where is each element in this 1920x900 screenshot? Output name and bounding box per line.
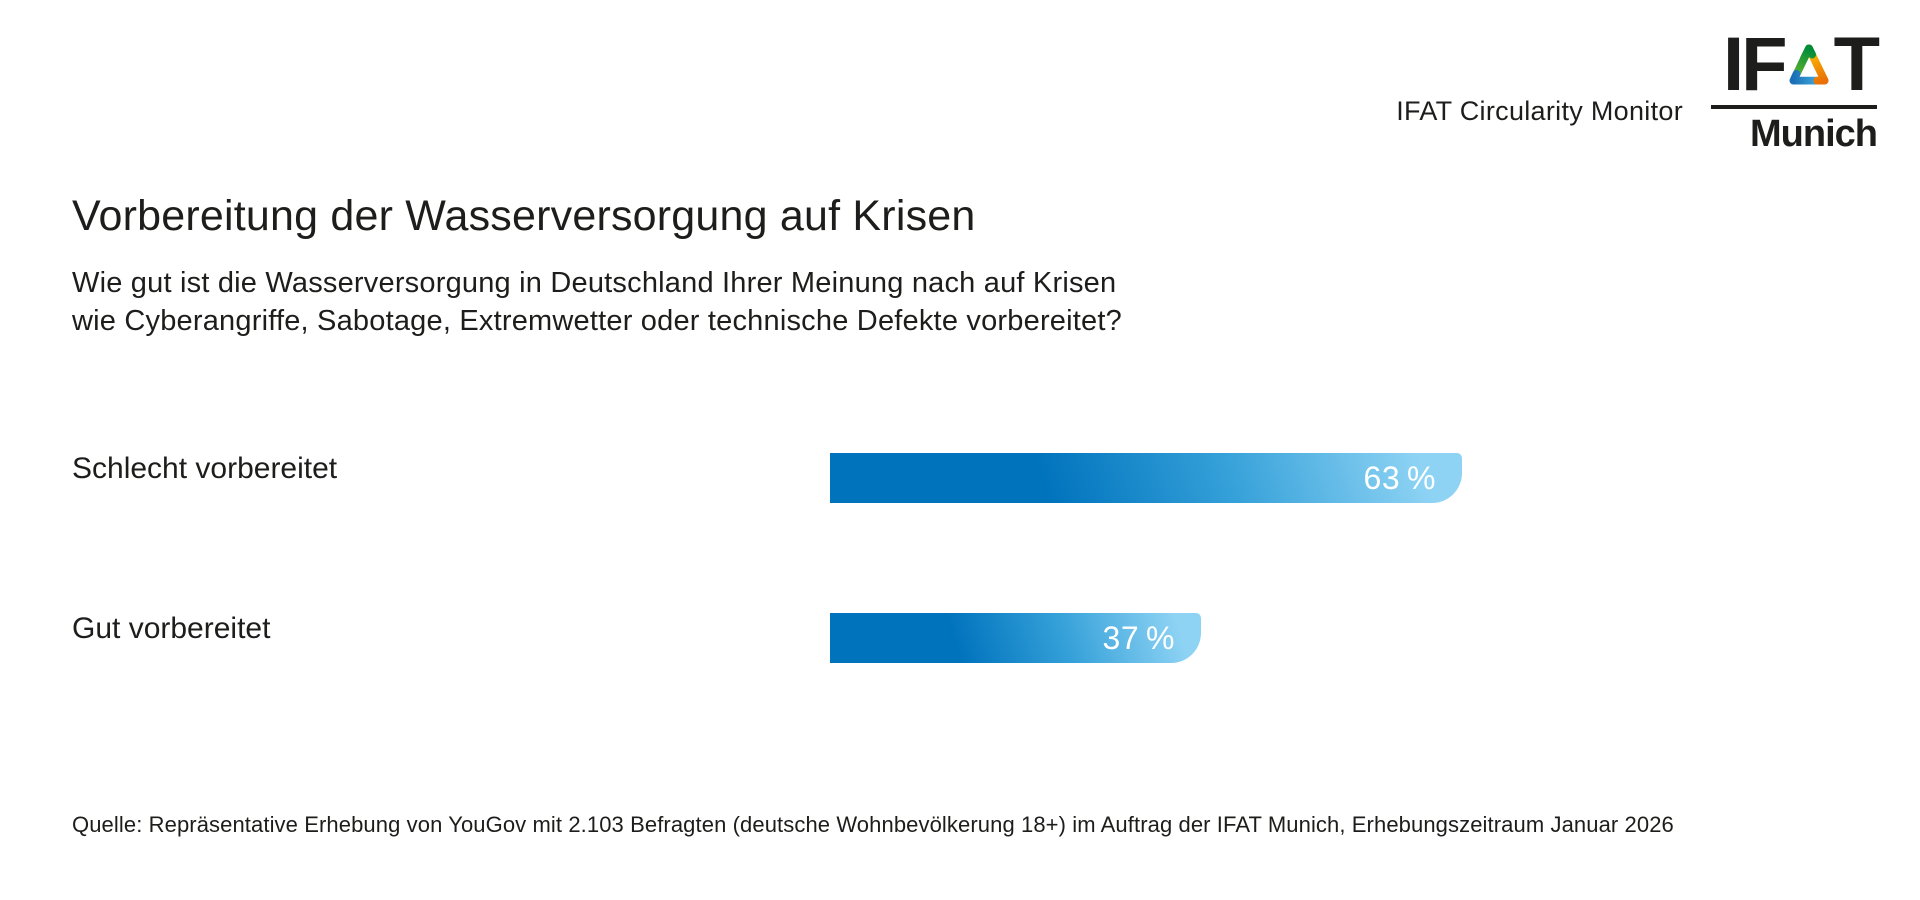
logo-letters-if: IF: [1723, 22, 1788, 107]
ifat-munich-logo: IF: [1711, 22, 1880, 155]
bar-value-label: 37 %: [1102, 619, 1175, 656]
logo-wordmark: IF: [1711, 22, 1880, 107]
category-label: Schlecht vorbereitet: [72, 452, 338, 485]
logo-triangle-icon: [1789, 44, 1829, 85]
bar-row: Gut vorbereitet 37 %: [0, 613, 1920, 663]
bar-row: Schlecht vorbereitet 63 %: [0, 453, 1920, 503]
bar-value-label: 63 %: [1363, 459, 1436, 496]
category-label: Gut vorbereitet: [72, 612, 271, 645]
logo-letter-t: T: [1833, 22, 1880, 107]
chart-subtitle: Wie gut ist die Wasserversorgung in Deut…: [72, 267, 1122, 337]
bar: 37 %: [830, 613, 1201, 663]
bar: 63 %: [830, 453, 1462, 503]
logo-city-label: Munich: [1750, 113, 1878, 155]
chart-title: Vorbereitung der Wasserversorgung auf Kr…: [72, 192, 976, 240]
monitor-label: IFAT Circularity Monitor: [1396, 96, 1683, 126]
source-note: Quelle: Repräsentative Erhebung von YouG…: [72, 812, 1674, 837]
logo-divider: [1711, 105, 1877, 109]
